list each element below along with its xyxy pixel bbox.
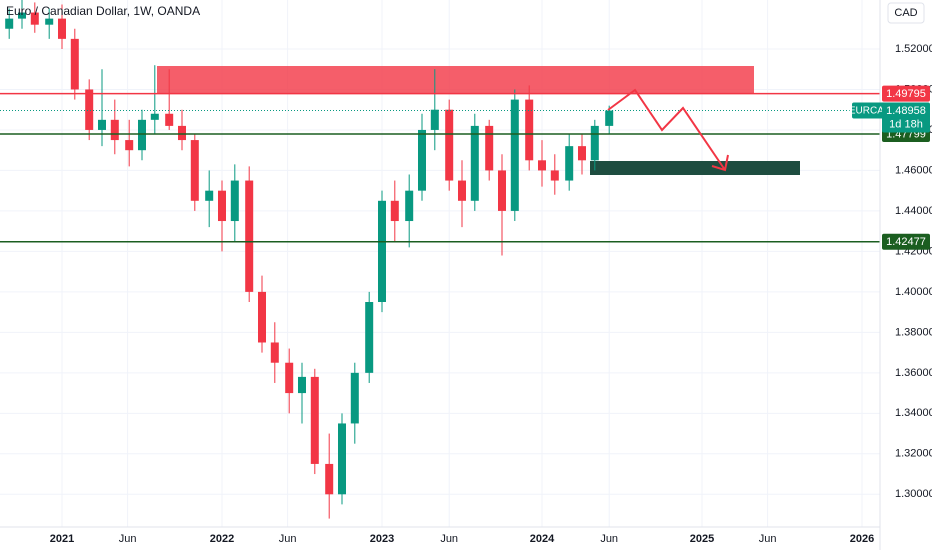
level-label: 1.49795	[886, 88, 926, 100]
candle-body	[85, 89, 94, 130]
x-tick-label: Jun	[119, 533, 137, 545]
candle-body	[418, 129, 426, 191]
symbol-label: EURCAD	[849, 106, 891, 117]
candle-body	[230, 180, 239, 222]
y-tick-label: 1.34000	[895, 407, 932, 419]
candle-body	[365, 302, 374, 373]
candle-body	[5, 18, 14, 29]
candle-body	[430, 109, 439, 130]
plot	[0, 0, 880, 519]
candle-body	[378, 200, 386, 303]
y-tick-label: 1.32000	[895, 448, 932, 460]
x-tick-label: 2022	[210, 533, 234, 545]
y-tick-label: 1.38000	[895, 326, 932, 338]
candle-body	[110, 119, 119, 141]
level-tag	[882, 85, 930, 102]
candle-body	[565, 146, 574, 181]
symbol-tag	[852, 102, 888, 119]
candle-body	[298, 376, 306, 394]
price-tag	[882, 102, 930, 133]
chart-title: Euro / Canadian Dollar, 1W, OANDA	[6, 4, 200, 18]
candle-body	[218, 190, 226, 222]
candle-body	[390, 200, 399, 222]
y-tick-label: 1.36000	[895, 367, 932, 379]
candle-body	[138, 119, 146, 151]
level-tag	[882, 233, 930, 250]
candle-body	[18, 12, 26, 19]
candle-body	[125, 140, 134, 151]
candle-body	[285, 362, 294, 394]
candle-body	[538, 160, 546, 171]
candle-body	[258, 291, 266, 343]
x-tick-label: 2021	[50, 533, 74, 545]
candle-body	[498, 170, 506, 211]
candle-body	[310, 376, 319, 464]
x-tick-label: 2026	[850, 533, 874, 545]
y-tick-label: 1.46000	[895, 164, 932, 176]
candle-body	[190, 140, 199, 201]
candle-body	[470, 125, 479, 201]
x-tick-label: 2023	[370, 533, 394, 545]
candle-body	[30, 12, 39, 25]
candle-body	[45, 18, 54, 25]
candle-body	[338, 423, 346, 495]
candle-body	[58, 18, 66, 39]
x-tick-label: 2024	[530, 533, 555, 545]
candle-body	[205, 190, 214, 201]
candle-body	[150, 113, 159, 120]
candle-body	[458, 180, 466, 201]
y-tick-label: 1.44000	[895, 205, 932, 217]
candle-body	[550, 170, 559, 181]
y-tick-label: 1.40000	[895, 286, 932, 298]
candle-body	[578, 146, 586, 161]
candle-body	[590, 125, 599, 161]
x-tick-label: Jun	[279, 533, 297, 545]
candle-body	[165, 113, 174, 126]
candle-body	[178, 125, 186, 141]
x-tick-label: 2025	[690, 533, 714, 545]
candle-body	[510, 99, 519, 211]
x-tick-label: Jun	[440, 533, 458, 545]
level-label: 1.42477	[886, 236, 926, 248]
arrow-head	[711, 154, 729, 172]
target-zone	[590, 161, 800, 175]
candle-body	[525, 99, 534, 161]
x-tick-label: Jun	[600, 533, 618, 545]
x-tick-label: Jun	[759, 533, 777, 545]
candle-body	[245, 180, 254, 292]
candle-body	[70, 38, 79, 90]
projection-arrow	[607, 88, 726, 171]
axis-labels: 2021 Jun 2022 Jun 2023 Jun 2024 Jun 2025 Jun 2026 1…	[50, 43, 932, 545]
y-tick-label: 1.52000	[895, 43, 932, 55]
resistance-zone	[157, 66, 754, 94]
candle-body	[270, 342, 279, 363]
countdown-label: 1d 18h	[889, 118, 923, 130]
y-tick-label: 1.30000	[895, 488, 932, 500]
candle-body	[98, 119, 106, 130]
price-label: 1.48958	[886, 105, 926, 117]
candle-body	[350, 372, 359, 424]
candle-body	[485, 125, 494, 171]
candle-body	[605, 110, 614, 126]
currency-box[interactable]	[887, 2, 925, 24]
candle-body	[405, 190, 414, 222]
candle-body	[325, 463, 334, 495]
candle-body	[445, 109, 454, 181]
currency: CAD	[894, 7, 917, 19]
